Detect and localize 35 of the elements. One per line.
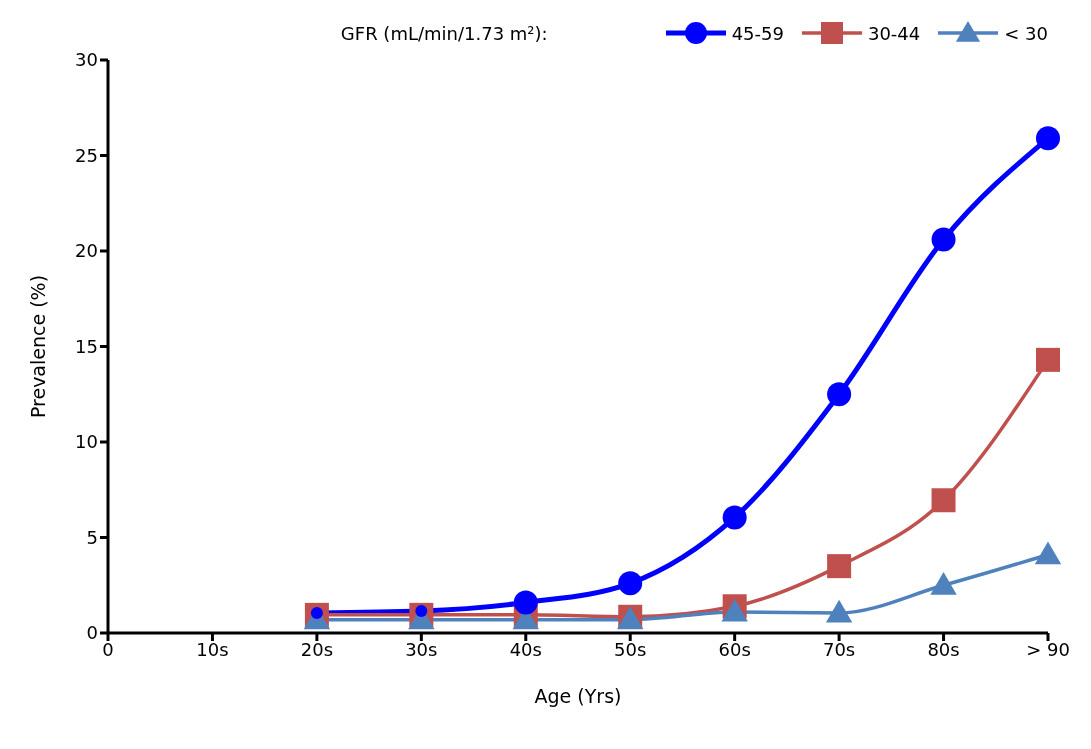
x-tick-label: > 90 (1026, 638, 1070, 660)
y-tick-label: 0 (86, 622, 98, 644)
point (930, 572, 957, 595)
x-tick-label: 0 (102, 638, 114, 660)
y-tick-label: 30 (75, 49, 98, 71)
point (618, 571, 643, 596)
point (1036, 126, 1060, 151)
x-tick-label: 20s (300, 638, 334, 660)
x-tick-label: 70s (822, 638, 856, 660)
legend-label: < 30 (1004, 22, 1048, 44)
point (1034, 541, 1062, 565)
point (1036, 347, 1060, 372)
legend-label: 30-44 (867, 22, 921, 44)
point (722, 505, 747, 530)
y-axis-title: Prevalence (%) (26, 274, 49, 419)
y-tick-label: 15 (75, 335, 98, 357)
point (827, 382, 852, 407)
y-tick-label: 10 (75, 431, 98, 453)
x-tick-label: 50s (614, 638, 647, 660)
point (827, 554, 852, 579)
point (513, 590, 538, 615)
point (825, 599, 853, 623)
x-tick-label: 80s (927, 638, 960, 660)
point (931, 227, 956, 252)
x-axis-title: Age (Yrs) (534, 685, 622, 707)
y-tick-label: 5 (86, 526, 98, 548)
x-tick-label: 40s (509, 638, 542, 660)
x-tick-label: 60s (718, 638, 751, 660)
y-tick-label: 25 (75, 144, 98, 166)
legend-label: 45-59 (731, 22, 784, 44)
x-tick-label: 30s (405, 638, 438, 660)
legend-title: GFR (mL/min/1.73 m²): (340, 22, 548, 44)
point (931, 488, 956, 513)
y-tick-label: 20 (75, 240, 98, 262)
x-tick-label: 10s (196, 638, 229, 660)
